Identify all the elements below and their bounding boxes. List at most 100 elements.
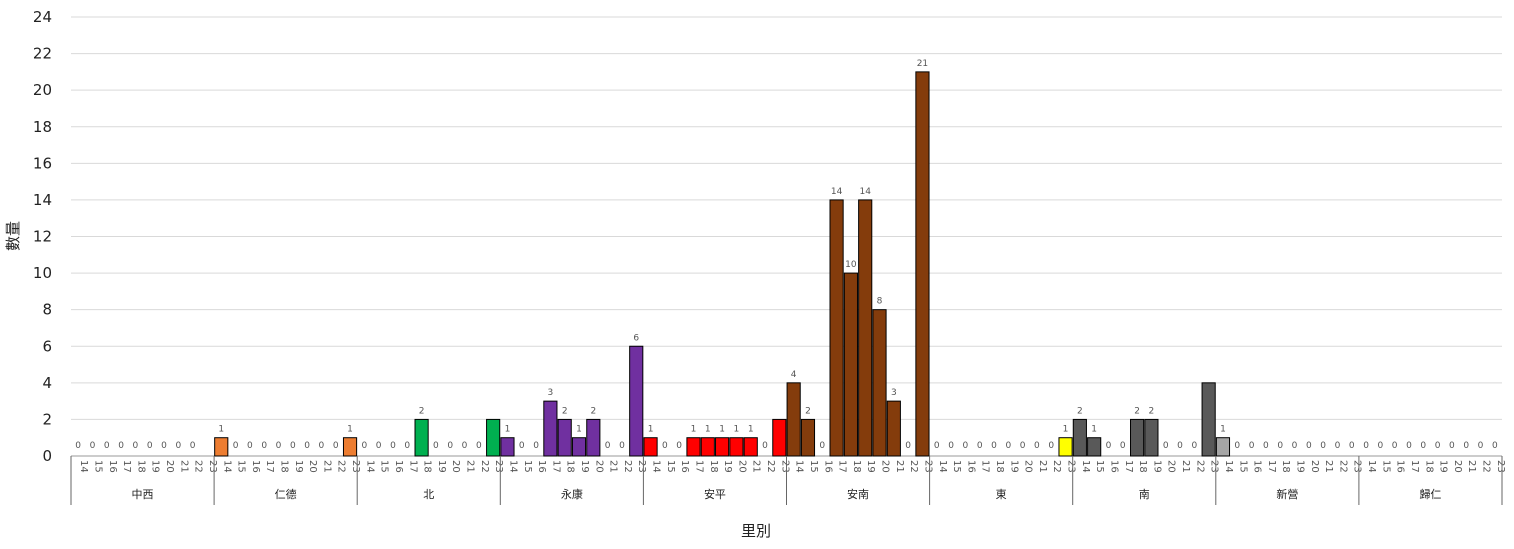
bar xyxy=(214,437,229,457)
x-tick-label: 20 xyxy=(736,460,747,473)
y-tick-label: 0 xyxy=(42,447,52,465)
x-tick-label: 15 xyxy=(1380,460,1391,473)
bar xyxy=(786,382,801,457)
x-tick-label: 14 xyxy=(1223,460,1234,473)
bar xyxy=(700,437,715,457)
x-tick-label: 17 xyxy=(837,460,848,473)
x-tick-label: 22 xyxy=(1051,460,1062,473)
data-label: 0 xyxy=(90,441,96,451)
data-label: 0 xyxy=(662,441,668,451)
y-tick-label: 4 xyxy=(42,374,52,392)
x-category-label: 新營 xyxy=(1276,487,1298,501)
data-label: 1 xyxy=(648,425,654,435)
data-label: 0 xyxy=(476,441,482,451)
bar xyxy=(843,272,858,457)
x-tick-label: 21 xyxy=(608,460,619,473)
x-tick-label: 16 xyxy=(1395,460,1406,473)
y-tick-label: 22 xyxy=(33,45,52,63)
data-label: 0 xyxy=(147,441,153,451)
x-tick-label: 16 xyxy=(822,460,833,473)
data-label: 0 xyxy=(304,441,310,451)
y-axis-label: 數量 xyxy=(4,221,22,251)
x-tick-label: 21 xyxy=(178,460,189,473)
data-label: 0 xyxy=(1306,441,1312,451)
bar xyxy=(342,437,358,457)
x-tick-label: 16 xyxy=(1252,460,1263,473)
x-tick-label: 21 xyxy=(1180,460,1191,473)
y-tick-label: 24 xyxy=(33,8,52,26)
x-tick-label: 19 xyxy=(293,460,304,473)
data-label: 0 xyxy=(118,441,124,451)
data-label: 0 xyxy=(75,441,81,451)
data-label: 0 xyxy=(447,441,453,451)
bar xyxy=(772,418,787,457)
data-label: 0 xyxy=(533,441,539,451)
data-label: 1 xyxy=(576,425,582,435)
x-tick-label: 16 xyxy=(393,460,404,473)
data-label: 0 xyxy=(190,441,196,451)
data-label: 0 xyxy=(433,441,439,451)
x-tick-label: 23 xyxy=(779,460,790,473)
data-label: 8 xyxy=(877,297,883,307)
x-tick-label: 20 xyxy=(1452,460,1463,473)
y-tick-label: 6 xyxy=(42,337,52,355)
data-label: 1 xyxy=(734,425,740,435)
data-label: 0 xyxy=(1263,441,1269,451)
x-tick-label: 19 xyxy=(579,460,590,473)
y-tick-label: 18 xyxy=(33,118,52,136)
data-label: 0 xyxy=(991,441,997,451)
x-tick-label: 19 xyxy=(150,460,161,473)
x-tick-label: 14 xyxy=(794,460,805,473)
x-tick-label: 23 xyxy=(350,460,361,473)
bar xyxy=(414,418,429,457)
bar xyxy=(500,437,515,457)
x-tick-label: 20 xyxy=(164,460,175,473)
x-tick-label: 21 xyxy=(751,460,762,473)
y-tick-label: 12 xyxy=(33,228,52,246)
data-label: 0 xyxy=(361,441,367,451)
x-tick-label: 17 xyxy=(121,460,132,473)
y-tick-label: 14 xyxy=(33,191,52,209)
x-tick-label: 23 xyxy=(922,460,933,473)
bar xyxy=(571,437,587,457)
x-tick-label: 16 xyxy=(1108,460,1119,473)
x-tick-label: 14 xyxy=(1080,460,1091,473)
x-tick-label: 16 xyxy=(536,460,547,473)
data-label: 0 xyxy=(1406,441,1412,451)
bar xyxy=(1144,418,1159,457)
data-label: 0 xyxy=(934,441,940,451)
x-tick-label: 23 xyxy=(207,460,218,473)
x-tick-label: 15 xyxy=(236,460,247,473)
data-label: 1 xyxy=(1063,425,1069,435)
data-label: 0 xyxy=(1349,441,1355,451)
data-label: 0 xyxy=(948,441,954,451)
x-tick-label: 20 xyxy=(1309,460,1320,473)
data-label: 0 xyxy=(1020,441,1026,451)
bar xyxy=(743,437,758,457)
data-label: 0 xyxy=(404,441,410,451)
data-label: 2 xyxy=(1149,406,1155,416)
data-label: 2 xyxy=(1134,406,1140,416)
x-tick-label: 19 xyxy=(1295,460,1306,473)
bar xyxy=(800,418,816,457)
x-tick-label: 17 xyxy=(264,460,275,473)
data-label: 1 xyxy=(1220,425,1226,435)
data-label: 0 xyxy=(1420,441,1426,451)
data-label: 0 xyxy=(1191,441,1197,451)
x-tick-label: 23 xyxy=(1352,460,1363,473)
x-tick-label: 17 xyxy=(693,460,704,473)
data-label: 0 xyxy=(1106,441,1112,451)
x-tick-label: 14 xyxy=(651,460,662,473)
x-tick-label: 16 xyxy=(679,460,690,473)
x-tick-label: 14 xyxy=(937,460,948,473)
x-tick-label: 14 xyxy=(1366,460,1377,473)
bar xyxy=(1072,418,1087,457)
data-label: 0 xyxy=(319,441,325,451)
bar xyxy=(915,71,930,457)
y-tick-label: 16 xyxy=(33,154,52,172)
data-label: 0 xyxy=(1163,441,1169,451)
x-category-label: 安南 xyxy=(847,487,869,501)
x-tick-label: 18 xyxy=(1423,460,1434,473)
x-tick-label: 15 xyxy=(951,460,962,473)
